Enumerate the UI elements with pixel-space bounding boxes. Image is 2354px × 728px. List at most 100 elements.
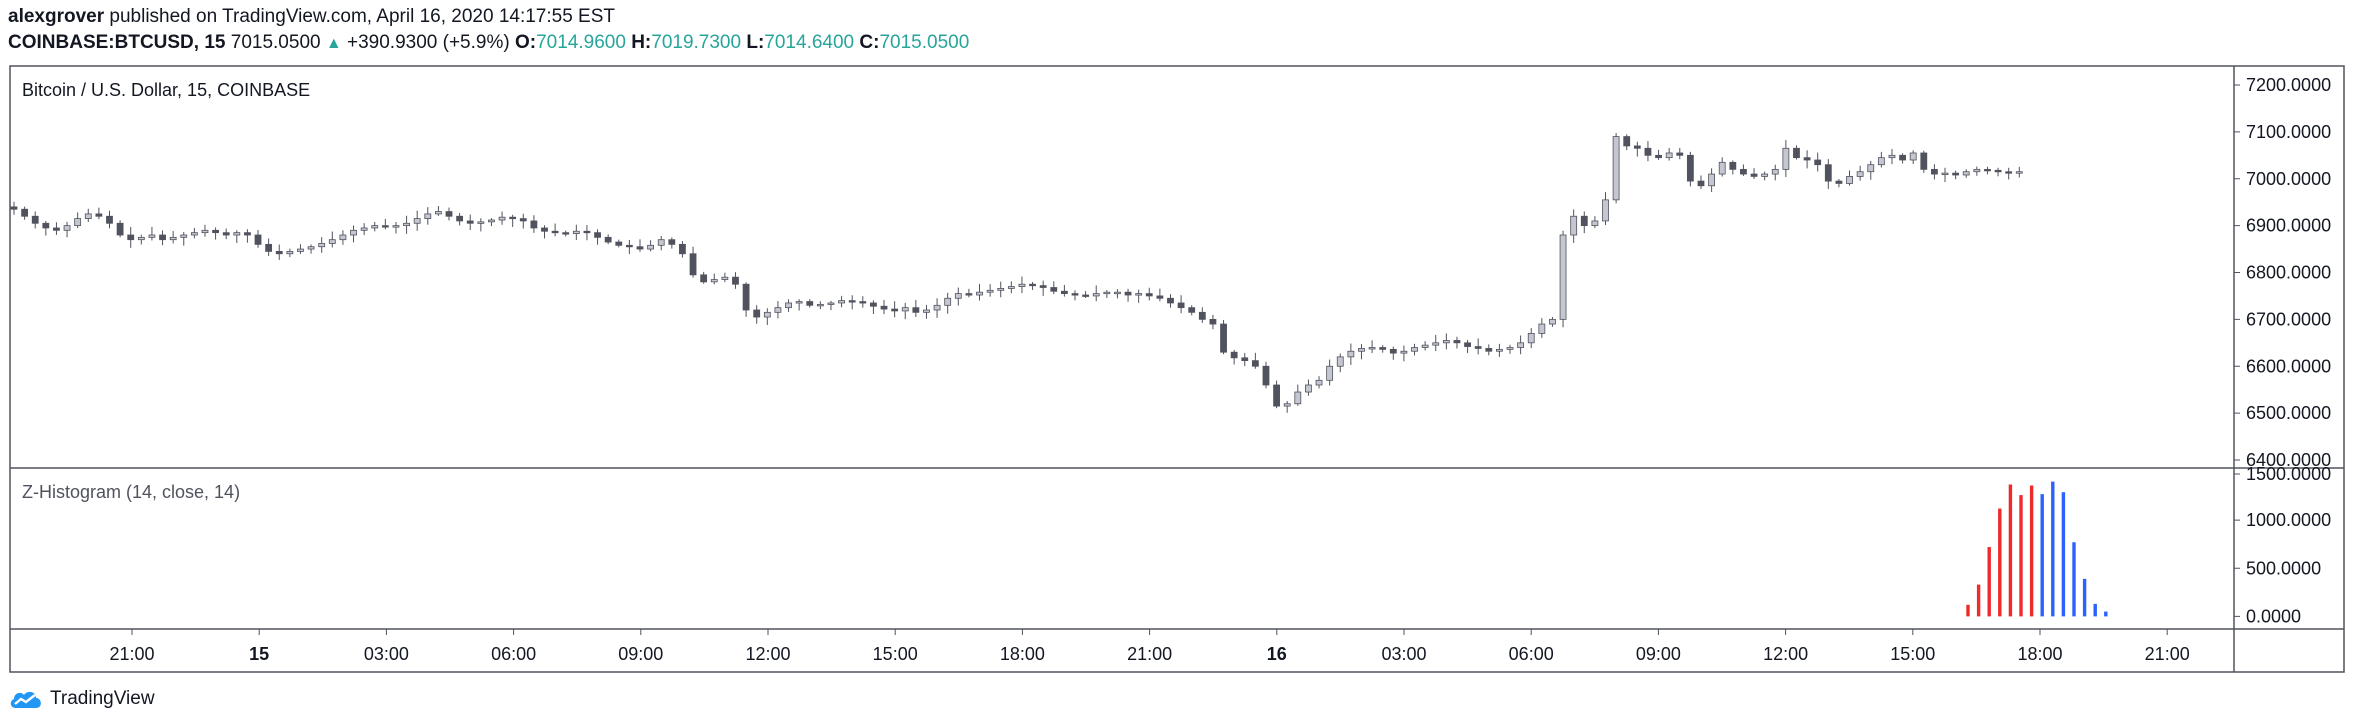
candle-body [1474,346,1482,349]
candle-body [1676,152,1684,156]
candle-body [848,300,856,303]
price-axis-label: 6600.0000 [2246,356,2331,376]
time-axis-label: 16 [1267,644,1287,664]
candle-body [1358,348,1365,352]
candle-body [1485,348,1493,352]
histogram-bar [2082,578,2087,617]
candle-body [732,276,739,285]
candle-body [53,227,60,231]
candle-body [806,301,814,306]
candle-body [795,301,803,304]
histogram-axis-label: 500.0000 [2246,558,2321,578]
candle-body [1517,342,1525,348]
candle-body [859,301,867,304]
candle-body [1198,311,1206,320]
price-axis-label: 6500.0000 [2246,403,2331,423]
candle-body [1909,152,1917,161]
histogram-axis[interactable]: 1500.0000 1000.0000 500.0000 0.0000 [2234,464,2331,626]
candle-body [1188,307,1196,313]
candle-body [1538,323,1546,334]
tradingview-logo[interactable]: TradingView [8,688,155,710]
candle-body [1888,154,1896,159]
candle-body [965,293,973,296]
histogram-axis-label: 1000.0000 [2246,510,2331,530]
candle-body [95,213,103,217]
candle-body [689,253,697,276]
candle-body [456,215,464,222]
candle-body [180,234,188,238]
candle-body [190,232,198,236]
candle-body [1124,291,1132,296]
candle-body [530,220,538,229]
histogram-axis-label: 1500.0000 [2246,464,2331,484]
candle-body [562,232,570,235]
candle-body [1623,136,1631,147]
author-name[interactable]: alexgrover [8,6,105,27]
candle-body [838,300,845,304]
candle-body [1262,365,1270,386]
candle-body [1612,136,1620,201]
candle-body [434,211,442,215]
candle-body [445,211,453,217]
candle-body [328,239,336,244]
candle-body [1251,360,1259,367]
publish-info: alexgrover published on TradingView.com,… [8,6,615,28]
candle-body [1506,347,1514,350]
histogram-bar [1966,604,1970,617]
candle-body [1718,161,1726,175]
candle-body [1846,176,1853,184]
candle-body [1962,171,1970,176]
candle-body [1580,215,1588,227]
candle-body [1177,302,1185,309]
candle-body [1877,157,1885,166]
candle-body [1347,350,1355,358]
candle-body [42,222,50,229]
last-price: 7015.0500 [230,32,321,53]
candle-body [1283,403,1291,407]
candle-body [710,279,718,283]
candle-body [286,251,294,255]
candle-body [1771,168,1779,175]
candle-body [933,304,941,311]
candle-body [1750,173,1758,177]
histogram-bar [1976,584,1981,617]
candle-body [1432,342,1440,346]
candle-body [466,220,474,224]
candle-body [880,305,888,310]
candle-body [488,219,495,223]
candle-body [413,218,421,224]
price-pane-title: Bitcoin / U.S. Dollar, 15, COINBASE [22,80,310,100]
candle-body [1453,340,1461,344]
price-axis[interactable]: 7200.0000 7100.0000 7000.0000 6900.0000 6800… [2234,75,2331,470]
candle-body [1644,147,1652,156]
candle-body [1814,159,1822,166]
time-axis-label: 15:00 [873,644,918,664]
candles-layer [10,133,2023,413]
candle-body [381,225,389,228]
candle-body [244,232,251,236]
price-axis-label: 7200.0000 [2246,75,2331,95]
low-label: L: [746,32,765,53]
time-axis-label: 21:00 [1127,644,1172,664]
candle-body [1241,357,1249,362]
candle-body [275,251,283,255]
candle-body [1092,293,1100,297]
candle-body [169,236,177,241]
candle-body [1050,287,1058,292]
candle-body [403,222,410,227]
candle-body [1559,234,1567,320]
histogram-bar [2051,481,2055,617]
price-axis-label: 6800.0000 [2246,263,2331,283]
time-axis[interactable]: 21:00 15 03:00 06:00 09:00 12:00 15:00 18:00 21:… [109,629,2190,664]
time-axis-label: 03:00 [1381,644,1426,664]
candle-body [1686,154,1694,182]
candle-body [785,302,792,309]
candle-body [1782,147,1790,170]
candle-body [509,216,517,220]
candle-body [1060,290,1068,294]
candle-body [891,308,899,312]
candle-body [1655,154,1662,159]
candle-body [668,239,676,245]
high-label: H: [631,32,652,53]
